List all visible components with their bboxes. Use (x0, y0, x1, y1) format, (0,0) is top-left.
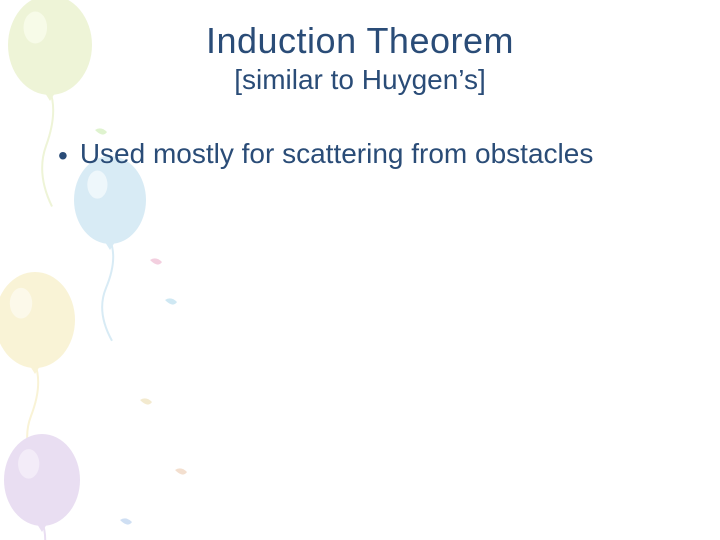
slide-title: Induction Theorem (0, 20, 720, 62)
bullet-icon: • (58, 137, 68, 175)
title-block: Induction Theorem [similar to Huygen’s] (0, 20, 720, 96)
slide-subtitle: [similar to Huygen’s] (0, 64, 720, 96)
bullet-item: • Used mostly for scattering from obstac… (58, 135, 670, 175)
slide: Induction Theorem [similar to Huygen’s] … (0, 0, 720, 540)
body-block: • Used mostly for scattering from obstac… (58, 135, 670, 175)
bullet-text: Used mostly for scattering from obstacle… (80, 135, 594, 173)
